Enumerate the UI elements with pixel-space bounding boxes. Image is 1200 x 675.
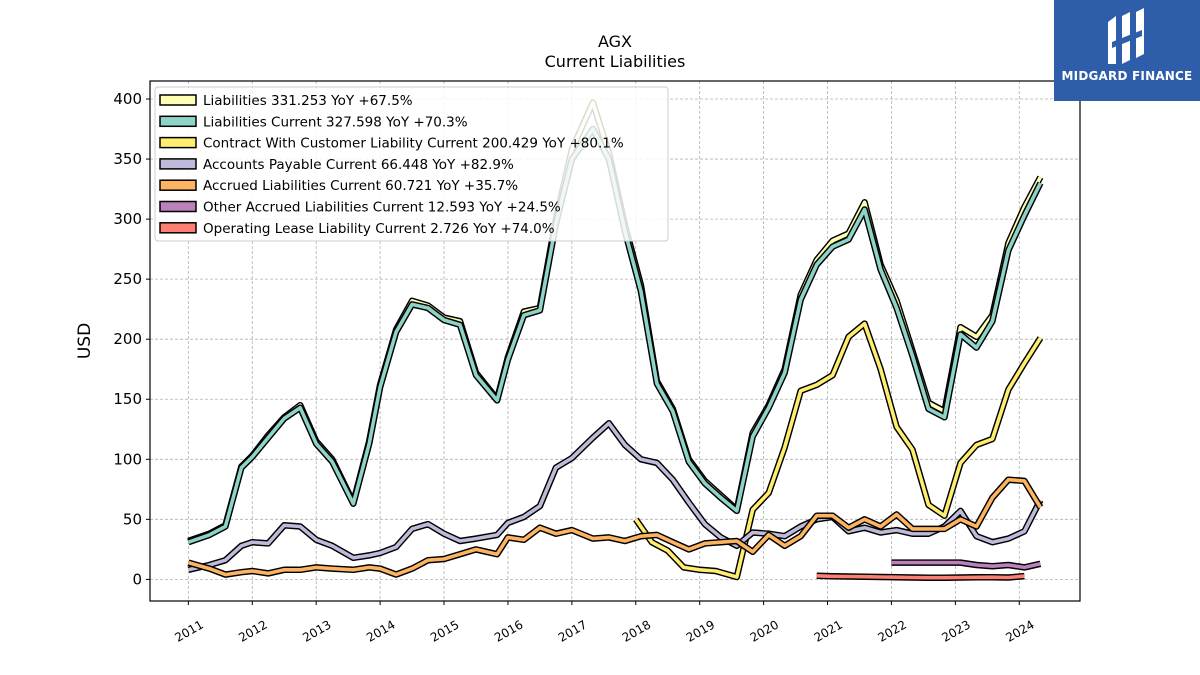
x-tick-label: 2015 bbox=[428, 617, 461, 644]
legend-box bbox=[154, 86, 669, 242]
legend: Liabilities 331.253 YoY +67.5% Liabilitie… bbox=[154, 86, 669, 242]
y-tick-label: 200 bbox=[113, 330, 142, 348]
y-tick-label: 50 bbox=[123, 510, 142, 528]
legend-label: Contract With Customer Liability Current… bbox=[203, 136, 624, 152]
x-tick-label: 2019 bbox=[684, 617, 717, 644]
legend-swatch bbox=[159, 222, 197, 234]
x-tick-label: 2014 bbox=[364, 617, 397, 644]
logo-mark-icon bbox=[1108, 8, 1144, 64]
legend-label: Liabilities 331.253 YoY +67.5% bbox=[203, 93, 413, 109]
legend-swatch bbox=[159, 200, 197, 213]
legend-label: Liabilities Current 327.598 YoY +70.3% bbox=[203, 114, 468, 130]
x-tick-label: 2016 bbox=[492, 617, 525, 644]
x-tick-label: 2011 bbox=[172, 617, 205, 644]
y-axis-label: USD bbox=[75, 323, 95, 359]
plot-frame bbox=[149, 80, 1081, 602]
legend-label: Accounts Payable Current 66.448 YoY +82.… bbox=[203, 157, 514, 173]
x-axis-ticks: 2011 2012 2013 2014 2015 2016 2017 2018 2019 2020… bbox=[172, 601, 1037, 645]
legend-label: Accrued Liabilities Current 60.721 YoY +… bbox=[203, 178, 518, 194]
series-line-accrued-liabilities-current bbox=[187, 477, 1042, 577]
x-tick-label: 2020 bbox=[748, 617, 781, 644]
legend-swatch bbox=[159, 115, 197, 128]
y-tick-label: 250 bbox=[113, 270, 142, 288]
x-tick-label: 2012 bbox=[236, 617, 269, 644]
legend-swatch bbox=[159, 94, 197, 106]
x-tick-label: 2023 bbox=[939, 617, 972, 644]
chart-title: AGX bbox=[598, 32, 632, 51]
series-line-accounts-payable-current bbox=[187, 421, 1043, 572]
x-tick-label: 2024 bbox=[1003, 617, 1036, 644]
y-tick-label: 0 bbox=[132, 570, 142, 588]
y-axis-ticks: 0 50 100 150 200 250 300 350 400 bbox=[113, 90, 150, 588]
legend-label: Other Accrued Liabilities Current 12.593… bbox=[203, 200, 561, 216]
y-tick-label: 150 bbox=[113, 390, 142, 408]
x-tick-label: 2021 bbox=[812, 617, 845, 644]
x-tick-label: 2017 bbox=[556, 617, 589, 644]
x-tick-label: 2013 bbox=[300, 617, 333, 644]
legend-swatch bbox=[159, 158, 197, 170]
y-tick-label: 350 bbox=[113, 150, 142, 168]
x-tick-label: 2018 bbox=[620, 617, 653, 644]
series-line-contract-with-customer-liability-current bbox=[634, 321, 1042, 579]
y-tick-label: 100 bbox=[113, 450, 142, 468]
legend-swatch bbox=[159, 136, 197, 149]
chart-subtitle: Current Liabilities bbox=[545, 52, 686, 71]
logo-text: MIDGARD FINANCE bbox=[1061, 69, 1193, 83]
x-tick-label: 2022 bbox=[875, 617, 908, 644]
y-tick-label: 400 bbox=[113, 90, 142, 108]
y-tick-label: 300 bbox=[113, 210, 142, 228]
series-line-other-accrued-liabilities-current bbox=[891, 560, 1041, 570]
legend-swatch bbox=[159, 179, 197, 191]
series-line-operating-lease-liability-current bbox=[816, 574, 1025, 580]
brand-logo: MIDGARD FINANCE bbox=[1054, 0, 1200, 101]
legend-label: Operating Lease Liability Current 2.726 … bbox=[203, 221, 555, 237]
